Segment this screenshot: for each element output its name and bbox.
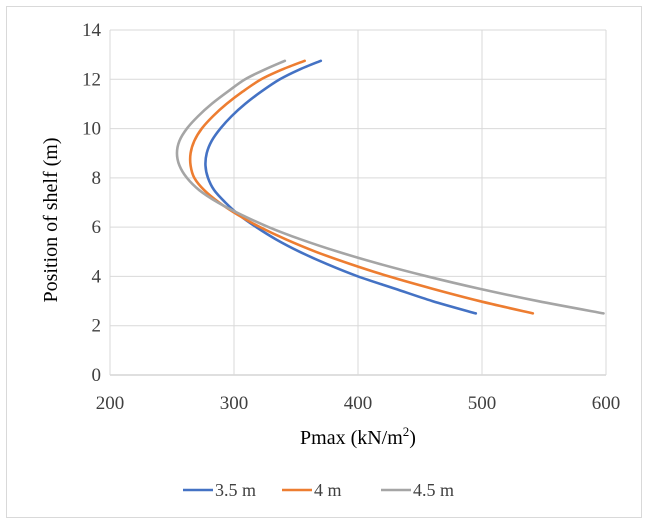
y-tick-label: 2 xyxy=(92,316,102,337)
y-tick-label: 4 xyxy=(92,266,102,287)
legend-label-4-5-m: 4.5 m xyxy=(413,480,454,500)
y-tick-label: 6 xyxy=(92,217,102,238)
x-axis-ticks: 200 300 400 500 600 xyxy=(96,393,621,414)
legend-label-3-5-m: 3.5 m xyxy=(215,480,256,500)
series-lines xyxy=(175,59,605,315)
y-tick-label: 8 xyxy=(92,168,102,189)
y-axis-ticks: 0 2 4 6 8 10 12 14 xyxy=(82,20,102,386)
series-line-3-5-m xyxy=(204,59,478,315)
x-axis-title-superscript: 2 xyxy=(403,424,410,439)
series-line-4-m xyxy=(188,59,535,315)
series-line-4-5-m xyxy=(175,59,605,315)
gridlines xyxy=(109,29,607,376)
legend: 3.5 m 4 m 4.5 m xyxy=(183,480,454,500)
y-tick-label: 14 xyxy=(82,20,102,41)
x-tick-label: 600 xyxy=(592,393,621,414)
x-axis-title: Pmax (kN/m2) xyxy=(300,424,416,449)
x-tick-label: 300 xyxy=(220,393,249,414)
y-tick-label: 12 xyxy=(82,69,101,90)
x-tick-label: 500 xyxy=(468,393,497,414)
x-tick-label: 400 xyxy=(344,393,373,414)
x-tick-label: 200 xyxy=(96,393,125,414)
y-axis-title: Position of shelf (m) xyxy=(40,138,62,303)
y-tick-label: 10 xyxy=(82,119,101,140)
x-axis-title-close: ) xyxy=(409,427,416,449)
x-axis-title-main: Pmax (kN/m xyxy=(300,427,403,449)
y-tick-label: 0 xyxy=(92,365,102,386)
legend-label-4-m: 4 m xyxy=(314,480,342,500)
